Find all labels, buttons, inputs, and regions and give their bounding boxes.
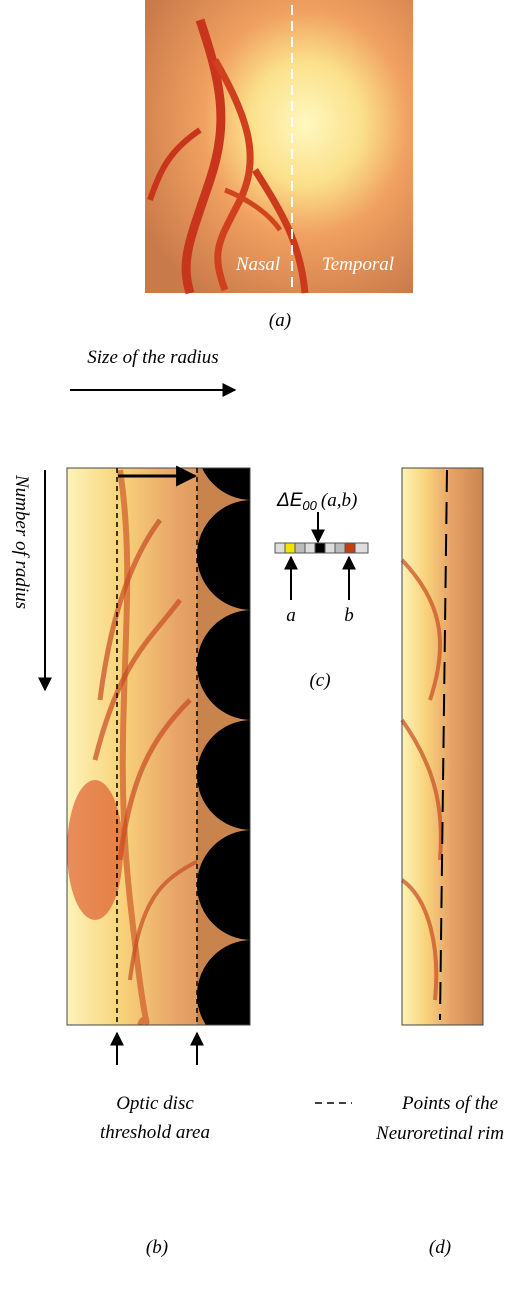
legend-label: Neuroretinal rim	[375, 1123, 504, 1144]
polar-image	[67, 390, 307, 1050]
formula: ΔE00 (a,b)	[276, 490, 357, 513]
caption: (c)	[309, 670, 330, 691]
nasal-label: Nasal	[235, 254, 280, 275]
legend-label: Points of the	[401, 1093, 498, 1114]
annotation: Optic disc	[116, 1093, 194, 1114]
annotation: threshold area	[100, 1122, 210, 1143]
axis-label: Size of the radius	[87, 347, 218, 368]
caption: (b)	[146, 1237, 168, 1258]
axis-label: Number of radius	[11, 474, 32, 609]
figure: Nasal Temporal (a) Size of the radius Nu…	[0, 0, 531, 1308]
caption: (a)	[269, 310, 291, 331]
point-label: b	[344, 605, 354, 626]
formula-symbol: ΔE	[276, 490, 303, 511]
pixel-row	[275, 543, 368, 553]
formula-subscript: 00	[302, 498, 317, 513]
temporal-label: Temporal	[322, 254, 394, 275]
formula-arguments: (a,b)	[321, 490, 357, 511]
fundus-image	[145, 0, 413, 293]
point-label: a	[286, 605, 296, 626]
caption: (d)	[429, 1237, 451, 1258]
